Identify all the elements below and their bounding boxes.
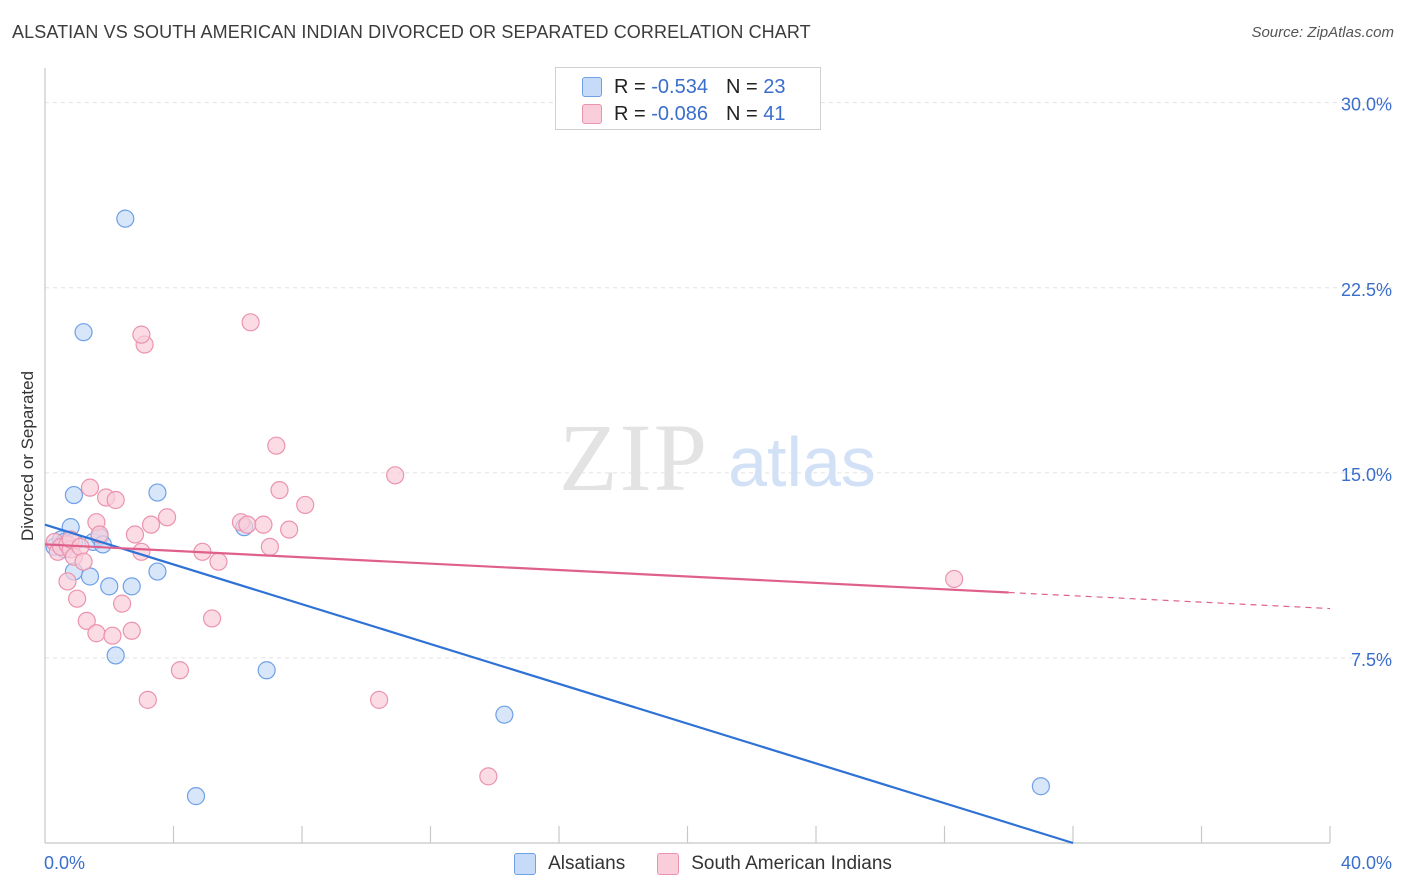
watermark-zip: ZIP [559,404,709,511]
point-alsatians [64,485,84,505]
bottom-legend-south-american-indians: South American Indians [657,853,892,875]
point-south-american-indians [270,481,289,500]
point-alsatians [1031,777,1050,796]
point-south-american-indians [122,621,141,640]
point-south-american-indians [479,767,498,786]
point-south-american-indians [202,609,222,628]
y-tick-label: 22.5% [1341,280,1392,300]
point-south-american-indians [280,520,299,539]
trend-line-alsatians [44,523,1074,845]
point-south-american-indians [80,478,100,497]
point-alsatians [257,661,276,680]
grid-lines [45,102,1392,659]
point-south-american-indians [77,611,96,631]
axes [44,68,1331,844]
legend-r-value: -0.086 [651,102,708,125]
legend-r-label: R = [614,75,646,98]
point-south-american-indians [125,525,145,544]
bottom-legend-label-alsatians: Alsatians [548,853,626,874]
trend-line-extension [1008,591,1331,610]
y-tick-label: 7.5% [1351,650,1392,670]
point-south-american-indians [260,537,279,556]
point-south-american-indians [138,690,157,709]
point-alsatians [122,577,141,596]
point-south-american-indians [945,569,964,589]
legend-row-alsatians: R = -0.534 N = 23 [582,74,785,100]
tick-labels: 7.5% 15.0% 22.5% 30.0% 0.0% 40.0% [44,95,1392,873]
watermark-atlas: atlas [728,423,876,501]
legend-swatch-alsatians [582,77,602,97]
point-alsatians [495,705,514,724]
bottom-legend-label-south-american-indians: South American Indians [691,853,892,874]
point-south-american-indians [74,552,93,571]
legend-r-value: -0.534 [651,75,708,98]
point-alsatians [186,787,206,806]
point-south-american-indians [112,594,132,613]
point-south-american-indians [157,508,177,527]
point-south-american-indians [141,515,161,534]
point-south-american-indians [68,589,87,608]
bottom-legend-alsatians: Alsatians [514,853,625,875]
bottom-legend-swatch-alsatians [514,853,537,875]
point-south-american-indians [296,495,315,515]
legend-box: R = -0.534 N = 23 R = -0.086 N = 41 [555,67,821,130]
chart-title: ALSATIAN VS SOUTH AMERICAN INDIAN DIVORC… [12,22,811,42]
point-south-american-indians [238,515,257,534]
point-alsatians [148,483,167,502]
point-south-american-indians [90,525,109,544]
legend-r-label: R = [614,102,646,125]
point-south-american-indians [87,624,106,643]
point-south-american-indians [254,515,273,534]
point-south-american-indians [370,690,389,709]
point-south-american-indians [386,466,405,485]
trend-lines [44,523,1331,845]
point-south-american-indians [58,572,77,591]
point-alsatians [100,577,119,596]
y-axis-label: Divorced or Separated [18,370,37,542]
trend-line-south-american-indians [44,543,1009,594]
y-tick-label: 15.0% [1341,465,1392,485]
legend-n-label: N = [725,102,758,125]
point-south-american-indians [241,313,260,332]
point-south-american-indians [267,436,286,455]
point-alsatians [148,562,167,581]
point-south-american-indians [132,325,151,344]
data-points [45,209,1050,806]
point-alsatians [106,646,125,665]
point-south-american-indians [209,552,228,571]
legend-swatch-south-american-indians [582,104,602,124]
point-alsatians [74,323,93,342]
point-south-american-indians [106,490,125,510]
point-south-american-indians [103,626,122,645]
legend-n-value: 41 [763,102,786,125]
legend-n-value: 23 [763,75,786,98]
bottom-legend-swatch-south-american-indians [657,853,680,875]
x-tick-label: 0.0% [44,853,85,873]
point-alsatians [116,209,135,228]
y-tick-label: 30.0% [1341,95,1392,115]
legend-n-label: N = [725,75,758,98]
bottom-legend: Alsatians South American Indians [0,851,1406,877]
point-south-american-indians [170,661,190,680]
source-credit: Source: ZipAtlas.com [1251,24,1394,41]
x-tick-label: 40.0% [1341,853,1392,873]
legend-row-south-american-indians: R = -0.086 N = 41 [582,101,785,127]
